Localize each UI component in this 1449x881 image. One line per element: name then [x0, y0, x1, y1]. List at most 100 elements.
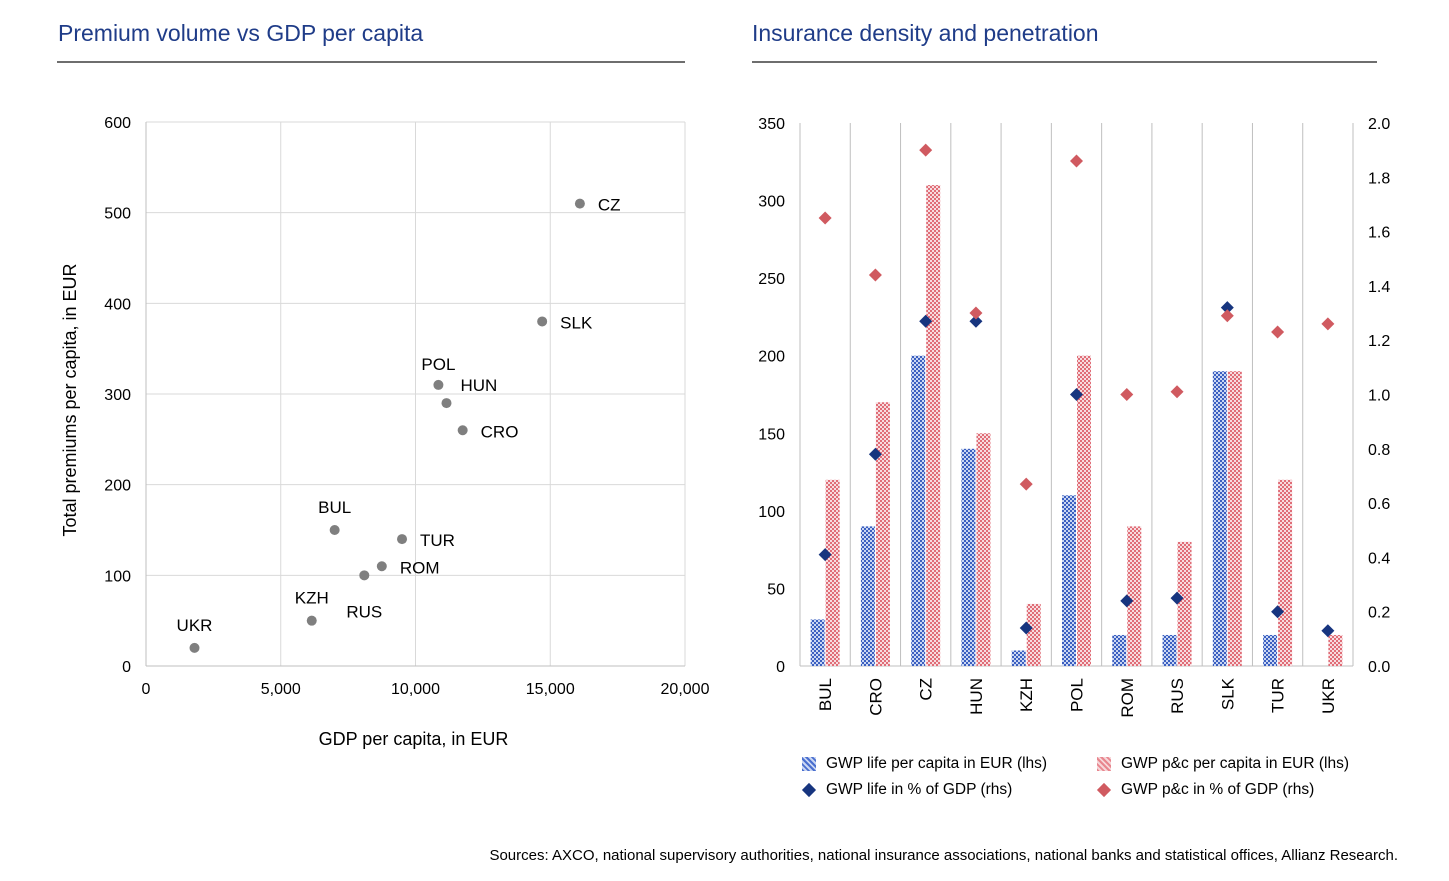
x-tick-label: 10,000	[391, 681, 440, 698]
category-label-cz: CZ	[917, 678, 936, 701]
right-y-tick-label: 0.4	[1368, 550, 1390, 567]
marker-life-kzh	[1019, 621, 1033, 635]
marker-life-pol	[1070, 388, 1083, 401]
bar-pc-rom	[1127, 526, 1142, 666]
category-label-pol: POL	[1068, 678, 1087, 712]
scatter-title-rule	[57, 61, 685, 63]
legend-life-bar: GWP life per capita in EUR (lhs)	[802, 755, 1047, 773]
y-tick-label: 0	[122, 659, 131, 676]
left-y-tick-label: 350	[758, 116, 785, 133]
bar-pc-rus	[1177, 541, 1192, 666]
legend-life-marker-swatch	[801, 782, 817, 798]
bar-pc-bul	[825, 479, 840, 666]
marker-life-cro	[868, 447, 882, 461]
left-y-tick-label: 50	[767, 581, 785, 598]
marker-pc-cro	[868, 268, 882, 282]
bar-pc-kzh	[1026, 603, 1041, 666]
legend-pc-marker: GWP p&c in % of GDP (rhs)	[1096, 781, 1314, 799]
right-y-tick-label: 0.8	[1368, 442, 1390, 459]
scatter-point-pol	[433, 379, 444, 390]
marker-life-ukr	[1321, 624, 1335, 638]
left-y-tick-label: 150	[758, 426, 785, 443]
marker-pc-tur	[1271, 325, 1285, 339]
marker-pc-kzh	[1019, 477, 1033, 491]
scatter-point-rom	[376, 561, 387, 572]
bar-life-tur	[1263, 634, 1278, 666]
marker-pc-bul	[818, 211, 832, 225]
legend-life-marker-label: GWP life in % of GDP (rhs)	[826, 781, 1013, 798]
scatter-point-bul	[329, 525, 340, 535]
bar-life-rom	[1112, 634, 1127, 666]
x-tick-label: 15,000	[526, 681, 575, 698]
scatter-point-ukr	[189, 642, 200, 653]
legend-pc-bar-swatch	[1097, 757, 1111, 771]
right-y-tick-label: 1.4	[1368, 279, 1390, 296]
marker-pc-rom	[1120, 388, 1134, 401]
point-label-cz: CZ	[598, 196, 621, 215]
marker-life-cz	[919, 314, 933, 328]
marker-pc-cz	[919, 143, 933, 157]
bar-life-slk	[1212, 371, 1227, 666]
category-label-slk: SLK	[1218, 677, 1237, 710]
point-label-cro: CRO	[481, 422, 519, 441]
bar-life-rus	[1162, 634, 1177, 666]
legend-pc-bar-label: GWP p&c per capita in EUR (lhs)	[1121, 755, 1349, 772]
category-label-rom: ROM	[1118, 678, 1137, 718]
scatter-point-cz	[574, 198, 585, 209]
right-y-tick-label: 0.2	[1368, 605, 1390, 622]
legend-life-bar-label: GWP life per capita in EUR (lhs)	[826, 755, 1048, 772]
source-note: Sources: AXCO, national supervisory auth…	[489, 847, 1398, 864]
scatter-point-cro	[457, 425, 468, 436]
x-tick-label: 20,000	[661, 681, 710, 698]
y-tick-label: 400	[104, 296, 131, 313]
bar-life-cro	[860, 526, 875, 666]
marker-pc-pol	[1070, 154, 1083, 168]
bar-pc-slk	[1227, 371, 1242, 666]
marker-pc-slk	[1220, 309, 1234, 323]
marker-pc-rus	[1170, 385, 1184, 399]
category-label-rus: RUS	[1168, 678, 1187, 714]
right-y-tick-label: 0.6	[1368, 496, 1390, 513]
legend-life-marker: GWP life in % of GDP (rhs)	[801, 781, 1013, 799]
bar-life-pol	[1062, 495, 1076, 666]
left-y-tick-label: 200	[758, 349, 785, 366]
right-y-tick-label: 1.8	[1368, 170, 1390, 187]
marker-life-hun	[969, 314, 983, 328]
marker-life-tur	[1271, 605, 1285, 619]
left-y-tick-label: 300	[758, 194, 785, 211]
category-label-tur: TUR	[1269, 678, 1288, 713]
category-label-kzh: KZH	[1017, 678, 1036, 712]
category-label-bul: BUL	[816, 678, 835, 711]
y-tick-label: 200	[104, 478, 131, 495]
scatter-point-tur	[397, 534, 408, 545]
point-label-ukr: UKR	[177, 616, 213, 635]
bar-life-kzh	[1011, 650, 1026, 666]
bar-pc-tur	[1278, 479, 1293, 666]
scatter-chart: 0 100 200 300 400 500 600 0 5,000 10,000 15,000 20,…	[60, 115, 710, 749]
legend-pc-bar: GWP p&c per capita in EUR (lhs)	[1097, 755, 1349, 773]
marker-life-slk	[1220, 301, 1234, 315]
bar-life-bul	[810, 619, 825, 666]
point-label-rus: RUS	[346, 602, 382, 621]
left-y-tick-label: 250	[758, 271, 785, 288]
marker-life-rus	[1170, 591, 1184, 605]
scatter-chart-title: Premium volume vs GDP per capita	[58, 20, 424, 46]
point-label-kzh: KZH	[295, 589, 329, 608]
left-y-tick-label: 0	[776, 659, 785, 676]
x-tick-label: 5,000	[261, 681, 301, 698]
y-tick-label: 600	[104, 115, 131, 132]
bar-chart: 0 50 100 150 200 250 300 350 0.0 0.2 0.4 0.6 0.8 1.0 1…	[758, 116, 1390, 718]
marker-pc-hun	[969, 306, 983, 320]
bar-pc-cro	[875, 402, 890, 666]
bar-pc-ukr	[1328, 634, 1343, 666]
marker-pc-ukr	[1321, 317, 1335, 331]
category-label-cro: CRO	[866, 678, 885, 716]
right-y-tick-label: 2.0	[1368, 116, 1390, 133]
bar-life-cz	[911, 355, 926, 666]
scatter-point-hun	[441, 398, 452, 409]
point-label-bul: BUL	[318, 498, 351, 517]
right-y-tick-label: 0.0	[1368, 659, 1390, 676]
point-label-tur: TUR	[420, 531, 455, 550]
marker-life-bul	[818, 548, 832, 562]
legend-pc-marker-swatch	[1096, 782, 1112, 798]
